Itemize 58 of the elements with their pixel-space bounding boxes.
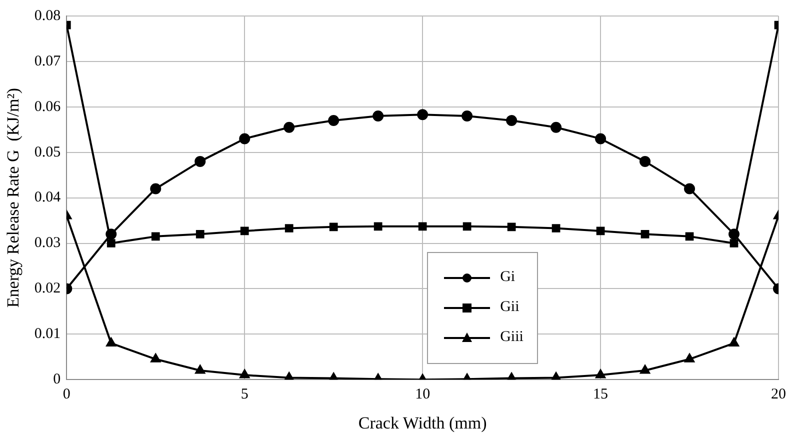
y-tick-label: 0.05 xyxy=(34,144,61,160)
x-tick-label: 10 xyxy=(415,386,430,403)
point xyxy=(684,354,694,362)
point xyxy=(151,232,160,241)
point xyxy=(640,365,650,374)
point xyxy=(284,372,294,380)
point xyxy=(417,109,428,120)
legend-label: Gi xyxy=(500,269,516,286)
legend-label: Gii xyxy=(500,299,520,316)
point xyxy=(106,338,116,346)
point xyxy=(284,122,295,133)
point xyxy=(640,230,650,238)
point xyxy=(239,133,250,144)
y-tick-label: 0.08 xyxy=(34,8,61,24)
y-tick-label: 0.03 xyxy=(34,235,61,252)
point xyxy=(106,239,116,248)
point xyxy=(329,222,338,232)
point xyxy=(550,122,562,133)
point xyxy=(729,338,739,346)
x-axis-title: Crack Width (mm) xyxy=(358,413,487,432)
x-tick-label: 15 xyxy=(593,386,608,403)
point xyxy=(506,115,518,126)
point xyxy=(284,224,294,232)
point xyxy=(374,222,382,231)
point xyxy=(196,230,204,238)
point xyxy=(551,372,561,380)
point xyxy=(684,183,696,194)
point xyxy=(462,110,473,122)
point xyxy=(596,226,605,236)
point xyxy=(150,183,162,194)
point xyxy=(685,232,694,241)
y-tick-label: 0.07 xyxy=(34,53,62,70)
y-tick-label: 0 xyxy=(53,372,61,388)
point xyxy=(507,222,516,232)
point xyxy=(462,222,472,231)
point xyxy=(150,354,161,362)
y-tick-label: 0.04 xyxy=(34,190,62,206)
point xyxy=(194,156,206,167)
y-axis-title: Energy Release Rate G (KJ/m²) xyxy=(4,88,23,308)
point xyxy=(240,226,249,236)
point xyxy=(552,224,560,232)
point xyxy=(728,228,740,240)
point xyxy=(195,365,206,374)
point xyxy=(596,370,606,378)
point xyxy=(640,156,651,167)
y-tick-label: 0.01 xyxy=(34,326,61,342)
point xyxy=(240,370,250,378)
y-tick-label: 0.02 xyxy=(34,280,61,297)
point xyxy=(418,222,427,231)
point xyxy=(372,110,384,122)
x-tick-label: 5 xyxy=(240,386,248,403)
point xyxy=(595,133,606,144)
x-tick-label: 20 xyxy=(771,386,786,403)
point xyxy=(106,228,117,240)
legend-label: Giii xyxy=(500,329,524,346)
point xyxy=(730,239,738,248)
y-tick-label: 0.06 xyxy=(34,98,62,115)
point xyxy=(328,115,340,126)
